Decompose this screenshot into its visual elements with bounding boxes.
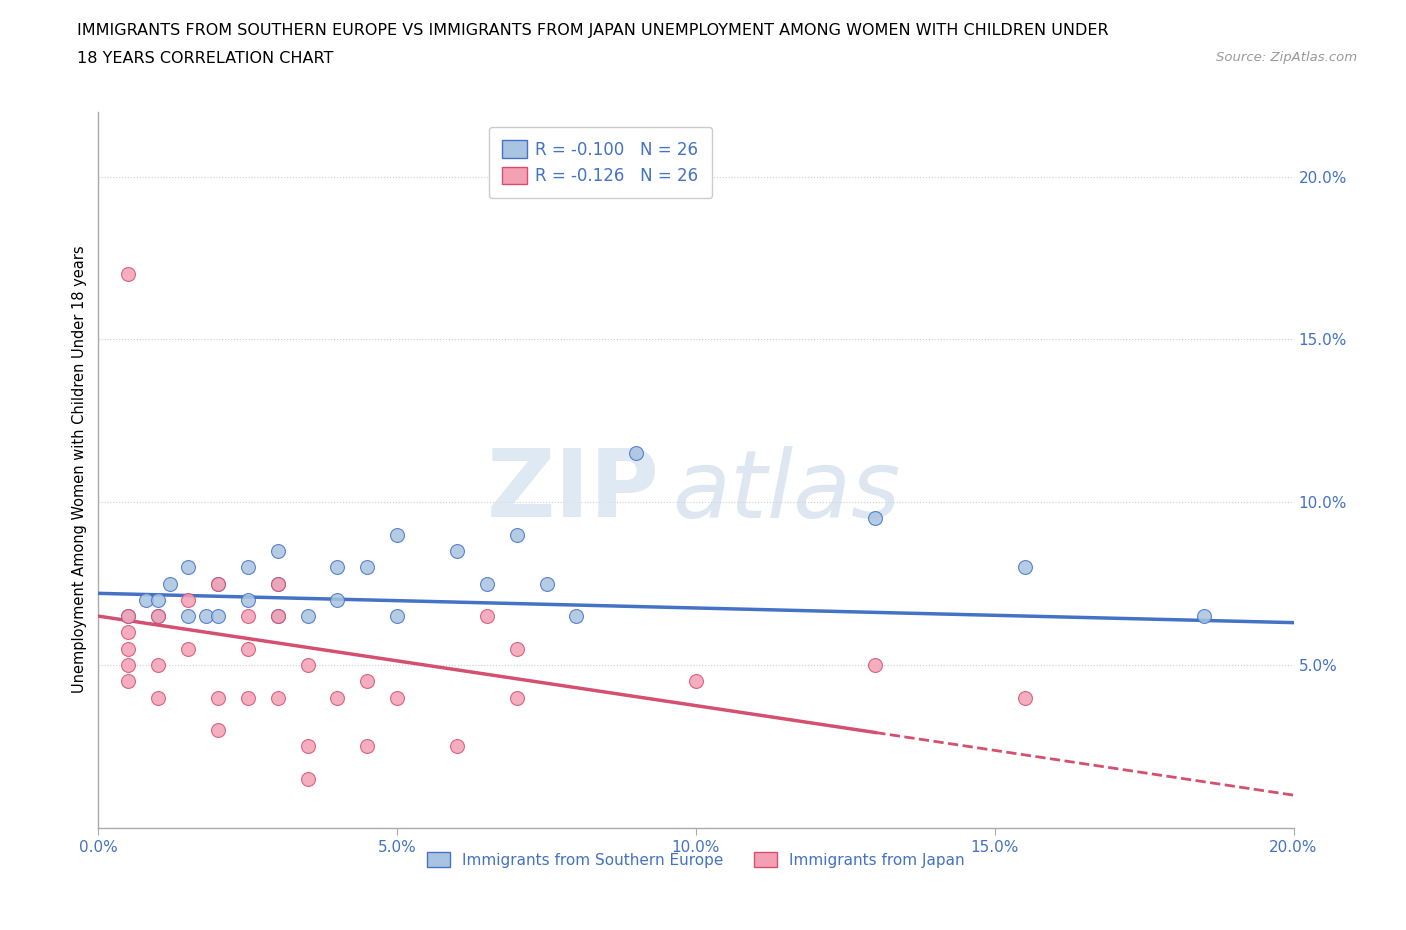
Point <box>177 592 200 607</box>
Point <box>195 609 218 624</box>
Point <box>385 690 409 705</box>
Point <box>865 512 887 526</box>
Point <box>177 642 200 657</box>
Point <box>117 609 139 624</box>
Point <box>536 576 558 591</box>
Y-axis label: Unemployment Among Women with Children Under 18 years: Unemployment Among Women with Children U… <box>72 246 87 694</box>
Point <box>117 673 139 688</box>
Point <box>267 690 290 705</box>
Text: ZIP: ZIP <box>488 445 661 538</box>
Text: Source: ZipAtlas.com: Source: ZipAtlas.com <box>1216 51 1357 64</box>
Point <box>148 592 170 607</box>
Point <box>297 609 319 624</box>
Point <box>236 609 259 624</box>
Point <box>1014 560 1036 575</box>
Point <box>117 642 139 657</box>
Point <box>267 576 290 591</box>
Point <box>236 592 259 607</box>
Text: 18 YEARS CORRELATION CHART: 18 YEARS CORRELATION CHART <box>77 51 333 66</box>
Point <box>297 738 319 753</box>
Point <box>356 738 378 753</box>
Point <box>148 690 170 705</box>
Point <box>135 592 157 607</box>
Point <box>117 658 139 672</box>
Point <box>297 658 319 672</box>
Point <box>117 625 139 640</box>
Point <box>177 560 200 575</box>
Point <box>475 576 498 591</box>
Point <box>506 642 529 657</box>
Point <box>475 609 498 624</box>
Point <box>207 576 229 591</box>
Text: atlas: atlas <box>672 445 900 537</box>
Point <box>207 609 229 624</box>
Point <box>148 609 170 624</box>
Point <box>267 609 290 624</box>
Point <box>297 772 319 787</box>
Point <box>236 642 259 657</box>
Point <box>207 576 229 591</box>
Point <box>207 690 229 705</box>
Point <box>148 609 170 624</box>
Point <box>1014 690 1036 705</box>
Point <box>117 267 139 282</box>
Point <box>326 592 349 607</box>
Point <box>506 690 529 705</box>
Point <box>1192 609 1215 624</box>
Point <box>148 658 170 672</box>
Point <box>385 609 409 624</box>
Point <box>565 609 588 624</box>
Text: IMMIGRANTS FROM SOUTHERN EUROPE VS IMMIGRANTS FROM JAPAN UNEMPLOYMENT AMONG WOME: IMMIGRANTS FROM SOUTHERN EUROPE VS IMMIG… <box>77 23 1109 38</box>
Point <box>446 738 468 753</box>
Point <box>356 673 378 688</box>
Point <box>865 658 887 672</box>
Point <box>506 527 529 542</box>
Point <box>326 690 349 705</box>
Point <box>326 560 349 575</box>
Legend: Immigrants from Southern Europe, Immigrants from Japan: Immigrants from Southern Europe, Immigra… <box>420 845 972 874</box>
Point <box>626 445 648 460</box>
Point <box>207 723 229 737</box>
Point <box>685 673 707 688</box>
Point <box>159 576 181 591</box>
Point <box>446 543 468 558</box>
Point <box>267 609 290 624</box>
Point <box>267 543 290 558</box>
Point <box>385 527 409 542</box>
Point <box>177 609 200 624</box>
Point <box>356 560 378 575</box>
Point <box>117 609 139 624</box>
Point <box>267 576 290 591</box>
Point <box>236 560 259 575</box>
Point <box>236 690 259 705</box>
